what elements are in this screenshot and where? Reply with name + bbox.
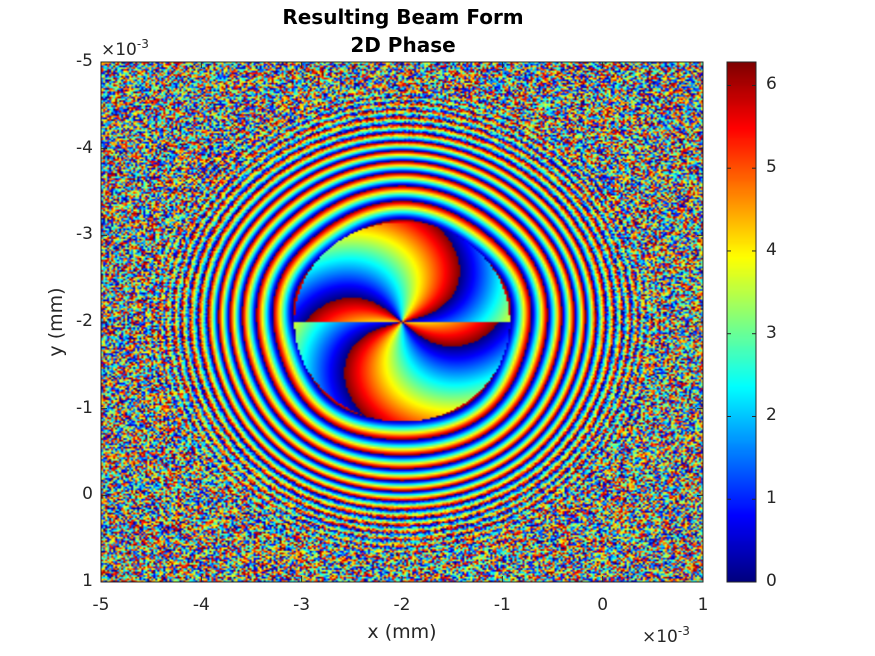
x-axis-label: x (mm) <box>367 621 437 643</box>
x-multiplier-base: ×10 <box>642 627 678 647</box>
colorbar-gradient <box>727 62 756 582</box>
chart-subtitle: 2D Phase <box>350 33 456 57</box>
y-tick-label: -4 <box>76 137 93 158</box>
y-axis-multiplier: ×10-3 <box>101 37 149 60</box>
y-tick-marks <box>101 61 703 583</box>
x-tick-label: -2 <box>393 595 411 615</box>
colorbar-tick-label: 0 <box>766 571 777 591</box>
x-axis-multiplier: ×10-3 <box>642 624 690 647</box>
colorbar-tick-label: 5 <box>766 157 777 178</box>
y-multiplier-base: ×10 <box>101 40 137 60</box>
colorbar-frame <box>726 61 757 583</box>
y-tick-label: -2 <box>76 311 93 331</box>
x-tick-marks <box>100 62 704 582</box>
x-tick-label: 1 <box>697 595 709 615</box>
y-tick-label: -1 <box>76 397 93 418</box>
y-tick-label: -3 <box>76 224 93 245</box>
x-tick-label: 0 <box>597 595 609 615</box>
colorbar-tick-label: 6 <box>766 74 777 95</box>
x-multiplier-exponent: -3 <box>677 624 690 638</box>
colorbar-tick-label: 3 <box>766 322 777 343</box>
phase-heatmap <box>101 62 703 582</box>
y-axis-label: y (mm) <box>45 287 67 357</box>
y-tick-label: 0 <box>82 484 93 505</box>
x-tick-label: -4 <box>192 595 210 615</box>
colorbar-tick-label: 4 <box>766 239 777 260</box>
x-tick-label: -3 <box>293 595 311 615</box>
colorbar-tick-marks <box>727 84 756 583</box>
colorbar-tick-label: 2 <box>766 405 777 426</box>
x-tick-label: -1 <box>493 595 511 615</box>
y-tick-label: 1 <box>82 571 93 591</box>
colorbar-tick-label: 1 <box>766 488 777 509</box>
y-multiplier-exponent: -3 <box>136 37 149 51</box>
x-tick-label: -5 <box>92 595 110 615</box>
y-tick-label: -5 <box>76 51 93 71</box>
chart-title: Resulting Beam Form <box>282 5 524 29</box>
